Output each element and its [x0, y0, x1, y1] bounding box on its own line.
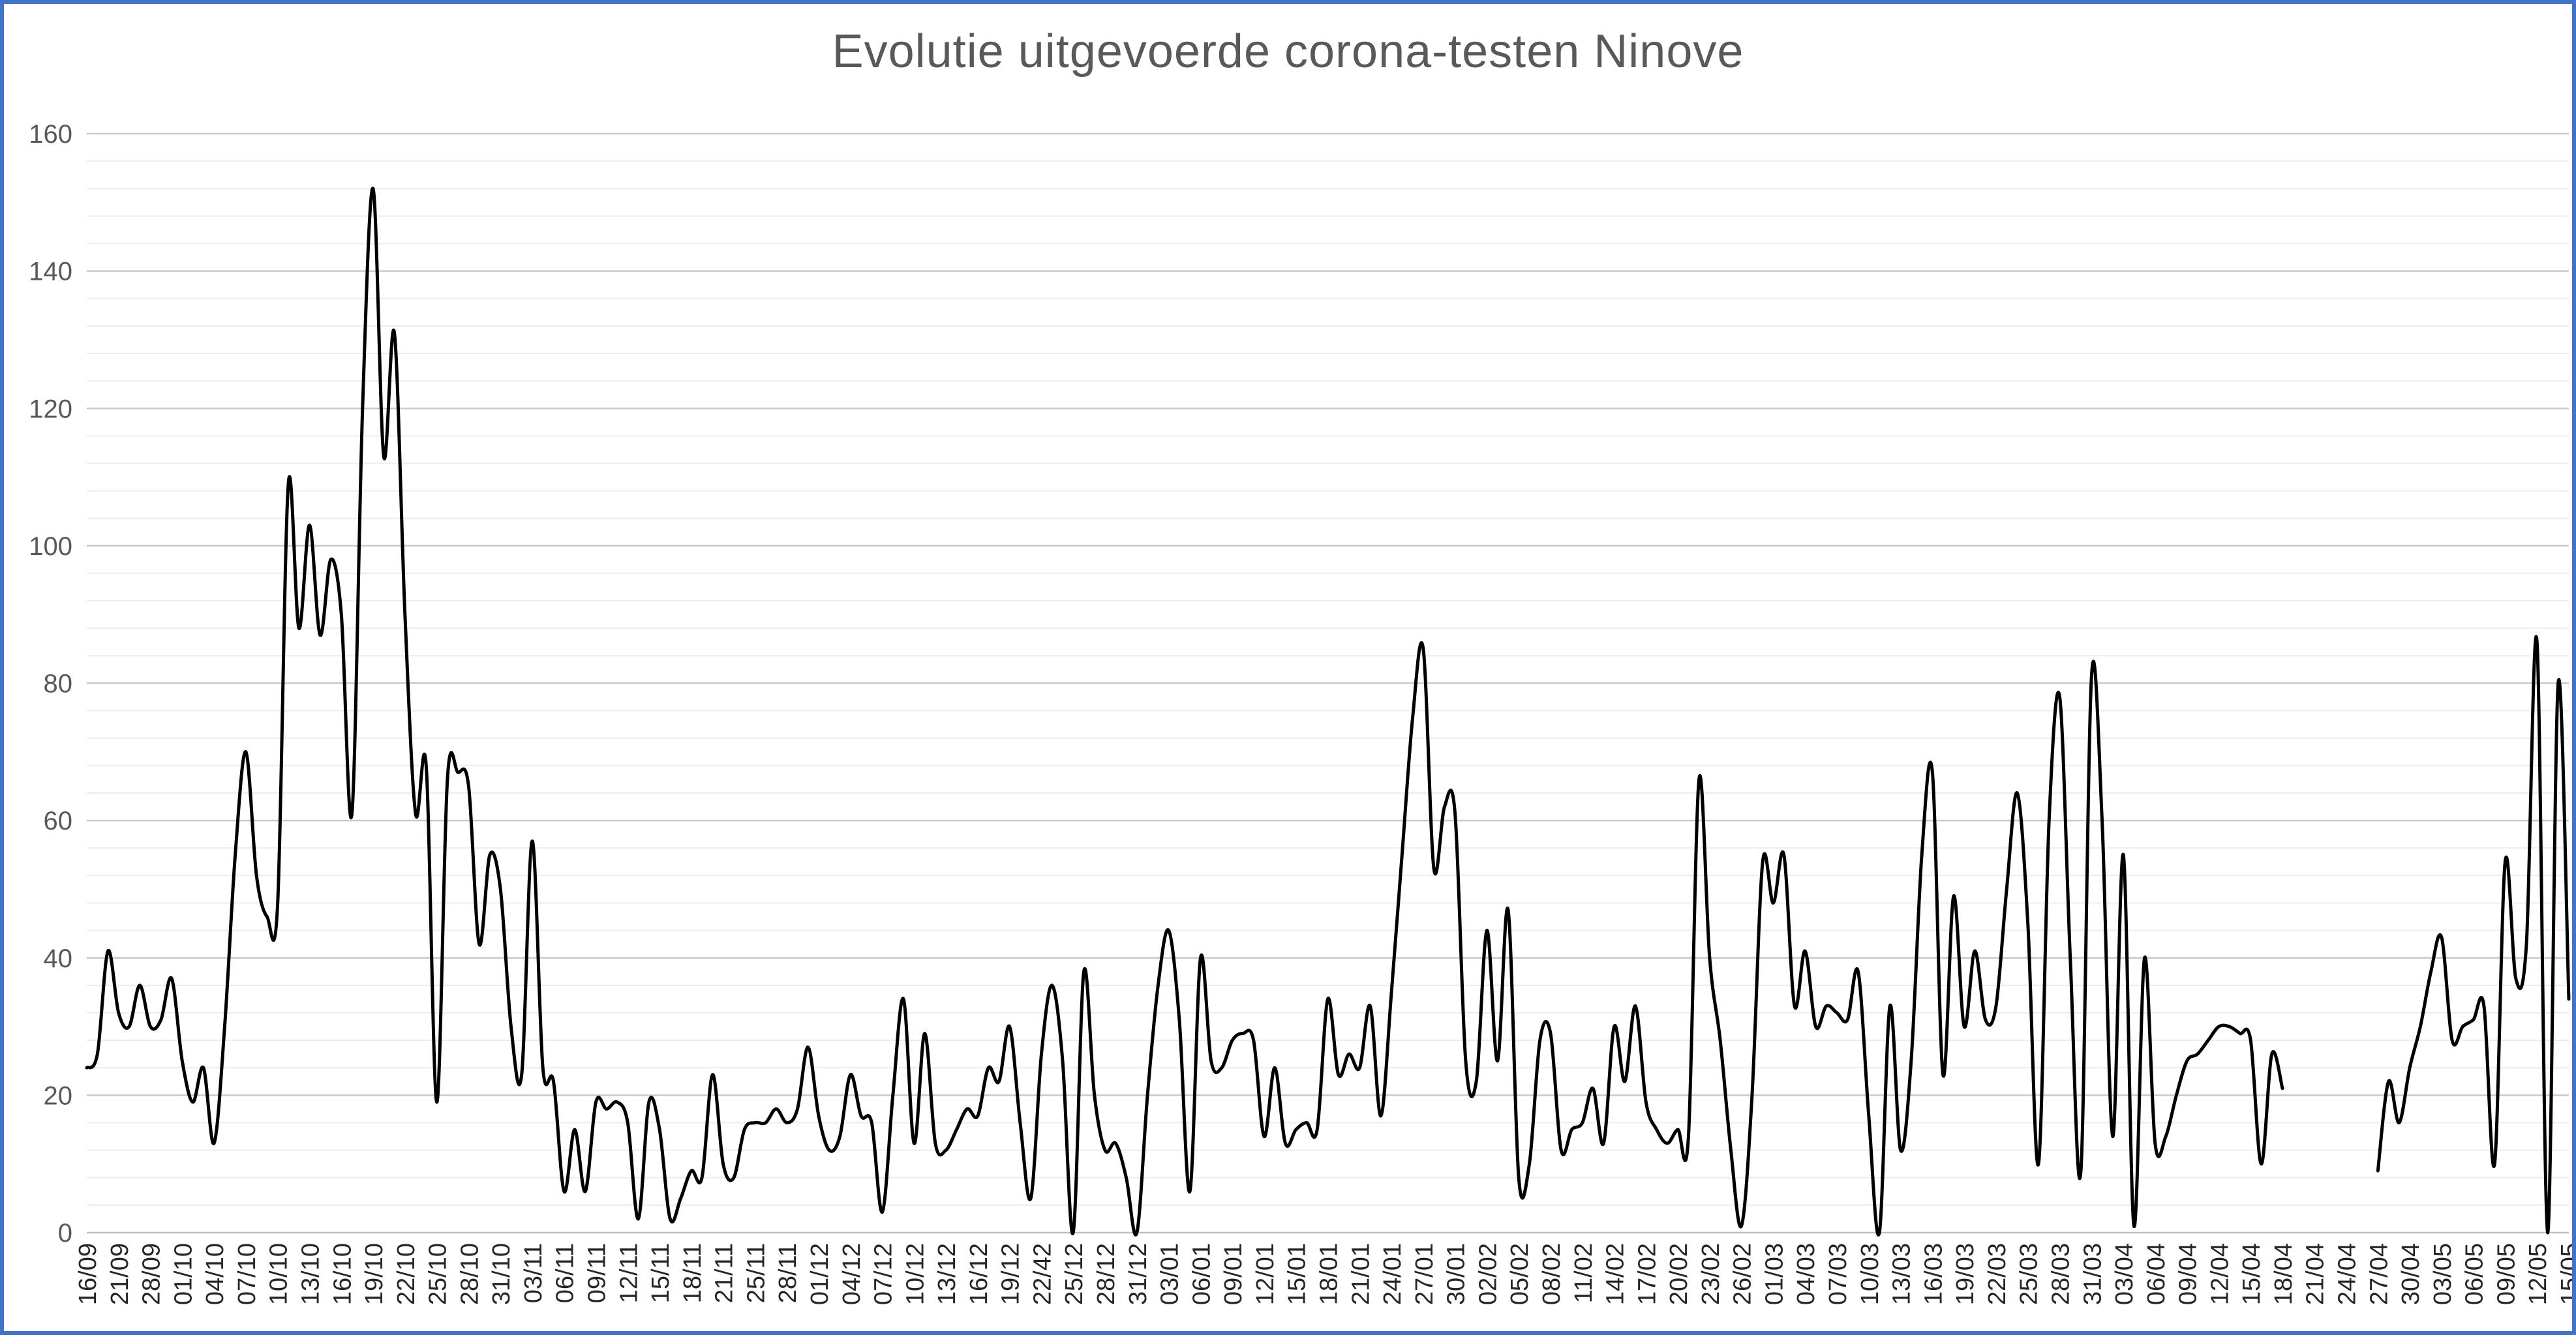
x-tick-label: 03/04	[2111, 1243, 2138, 1305]
x-tick-label: 28/11	[774, 1243, 802, 1303]
x-tick-label: 12/01	[1252, 1243, 1279, 1305]
x-axis-tick-labels: 16/09 21/09 28/09 01/10 04/10 07/10 10/10 13/10…	[74, 1243, 2576, 1305]
x-tick-label: 13/10	[297, 1243, 324, 1305]
y-tick-label: 160	[29, 120, 72, 149]
x-tick-label: 16/12	[965, 1243, 993, 1305]
x-tick-label: 23/02	[1697, 1243, 1725, 1305]
x-tick-label: 15/11	[647, 1243, 674, 1303]
x-tick-label: 16/10	[329, 1243, 356, 1305]
x-tick-label: 30/04	[2397, 1243, 2425, 1305]
x-tick-label: 22/10	[393, 1243, 420, 1305]
x-tick-label: 03/01	[1157, 1243, 1184, 1305]
x-tick-label: 13/12	[933, 1243, 961, 1305]
series-line	[2376, 635, 2571, 1235]
y-axis-tick-labels: 0 20 40 60 80 100 120 140 160	[29, 120, 72, 1248]
x-tick-label: 25/03	[2016, 1243, 2043, 1305]
x-tick-label: 21/04	[2302, 1243, 2329, 1305]
x-tick-label: 27/01	[1411, 1243, 1438, 1305]
x-tick-label: 31/03	[2079, 1243, 2106, 1305]
x-tick-label: 18/01	[1316, 1243, 1343, 1305]
x-tick-label: 27/04	[2365, 1243, 2393, 1305]
x-tick-label: 04/12	[838, 1243, 866, 1305]
x-tick-label: 19/10	[361, 1243, 388, 1305]
x-tick-label: 04/10	[202, 1243, 229, 1305]
x-tick-label: 18/04	[2270, 1243, 2297, 1305]
x-tick-label: 19/03	[1952, 1243, 1979, 1305]
x-tick-label: 09/04	[2175, 1243, 2202, 1305]
x-tick-label: 01/03	[1761, 1243, 1788, 1305]
x-tick-label: 15/05	[2556, 1243, 2576, 1305]
x-tick-label: 12/11	[615, 1243, 643, 1303]
x-tick-label: 10/03	[1856, 1243, 1884, 1305]
x-tick-label: 13/03	[1888, 1243, 1916, 1305]
chart-title: Evolutie uitgevoerde corona-testen Ninov…	[832, 25, 1744, 78]
y-tick-label: 0	[58, 1219, 72, 1248]
x-tick-label: 18/11	[679, 1243, 706, 1303]
x-tick-label: 19/12	[997, 1243, 1025, 1305]
x-tick-label: 25/10	[425, 1243, 452, 1305]
x-tick-label: 15/04	[2238, 1243, 2265, 1305]
x-tick-label: 22/42	[1029, 1243, 1056, 1305]
x-tick-label: 30/01	[1443, 1243, 1470, 1305]
x-tick-label: 21/11	[711, 1243, 738, 1303]
x-tick-label: 21/09	[106, 1243, 134, 1305]
x-tick-label: 01/10	[170, 1243, 197, 1305]
x-tick-label: 12/04	[2206, 1243, 2234, 1305]
x-tick-label: 12/05	[2524, 1243, 2552, 1305]
x-tick-label: 24/01	[1379, 1243, 1406, 1305]
y-tick-label: 40	[44, 944, 73, 973]
x-tick-label: 05/02	[1506, 1243, 1534, 1305]
x-tick-label: 25/12	[1061, 1243, 1088, 1305]
y-tick-label: 20	[44, 1081, 73, 1110]
x-tick-label: 09/01	[1220, 1243, 1247, 1305]
x-tick-label: 25/11	[742, 1243, 770, 1303]
x-tick-label: 26/02	[1729, 1243, 1757, 1305]
x-tick-label: 07/10	[234, 1243, 261, 1305]
x-tick-label: 10/12	[902, 1243, 929, 1305]
x-tick-label: 28/12	[1093, 1243, 1120, 1305]
x-tick-label: 09/11	[584, 1243, 611, 1303]
y-tick-label: 100	[29, 532, 72, 561]
x-tick-label: 28/09	[138, 1243, 166, 1305]
x-tick-label: 04/03	[1793, 1243, 1820, 1305]
x-tick-label: 06/11	[552, 1243, 579, 1303]
x-tick-label: 15/01	[1284, 1243, 1311, 1305]
x-tick-label: 11/02	[1570, 1243, 1598, 1303]
y-tick-label: 140	[29, 258, 72, 286]
x-tick-label: 06/01	[1188, 1243, 1215, 1305]
major-gridlines	[87, 132, 2569, 1234]
x-tick-label: 31/12	[1125, 1243, 1152, 1305]
x-tick-label: 02/02	[1474, 1243, 1502, 1305]
x-tick-label: 06/05	[2461, 1243, 2489, 1305]
x-tick-label: 14/02	[1602, 1243, 1629, 1305]
x-tick-label: 31/10	[488, 1243, 515, 1305]
data-series	[85, 187, 2571, 1237]
y-tick-label: 80	[44, 670, 73, 698]
x-tick-label: 28/10	[456, 1243, 483, 1305]
x-tick-label: 22/03	[1984, 1243, 2011, 1305]
x-tick-label: 16/09	[74, 1243, 102, 1305]
x-tick-label: 07/12	[870, 1243, 898, 1305]
x-tick-label: 20/02	[1665, 1243, 1693, 1305]
x-tick-label: 07/03	[1825, 1243, 1852, 1305]
x-tick-label: 09/05	[2493, 1243, 2520, 1305]
x-tick-label: 28/03	[2047, 1243, 2074, 1305]
x-tick-label: 08/02	[1538, 1243, 1566, 1305]
x-tick-label: 03/05	[2429, 1243, 2457, 1305]
x-tick-label: 17/02	[1633, 1243, 1661, 1305]
x-tick-label: 24/04	[2334, 1243, 2361, 1305]
y-tick-label: 120	[29, 395, 72, 423]
x-tick-label: 16/03	[1920, 1243, 1947, 1305]
x-tick-label: 03/11	[520, 1243, 547, 1303]
x-tick-label: 06/04	[2143, 1243, 2170, 1305]
x-tick-label: 21/01	[1347, 1243, 1374, 1305]
y-tick-label: 60	[44, 807, 73, 835]
x-tick-label: 01/12	[806, 1243, 834, 1305]
series-line	[85, 187, 2284, 1237]
x-tick-label: 10/10	[265, 1243, 293, 1305]
